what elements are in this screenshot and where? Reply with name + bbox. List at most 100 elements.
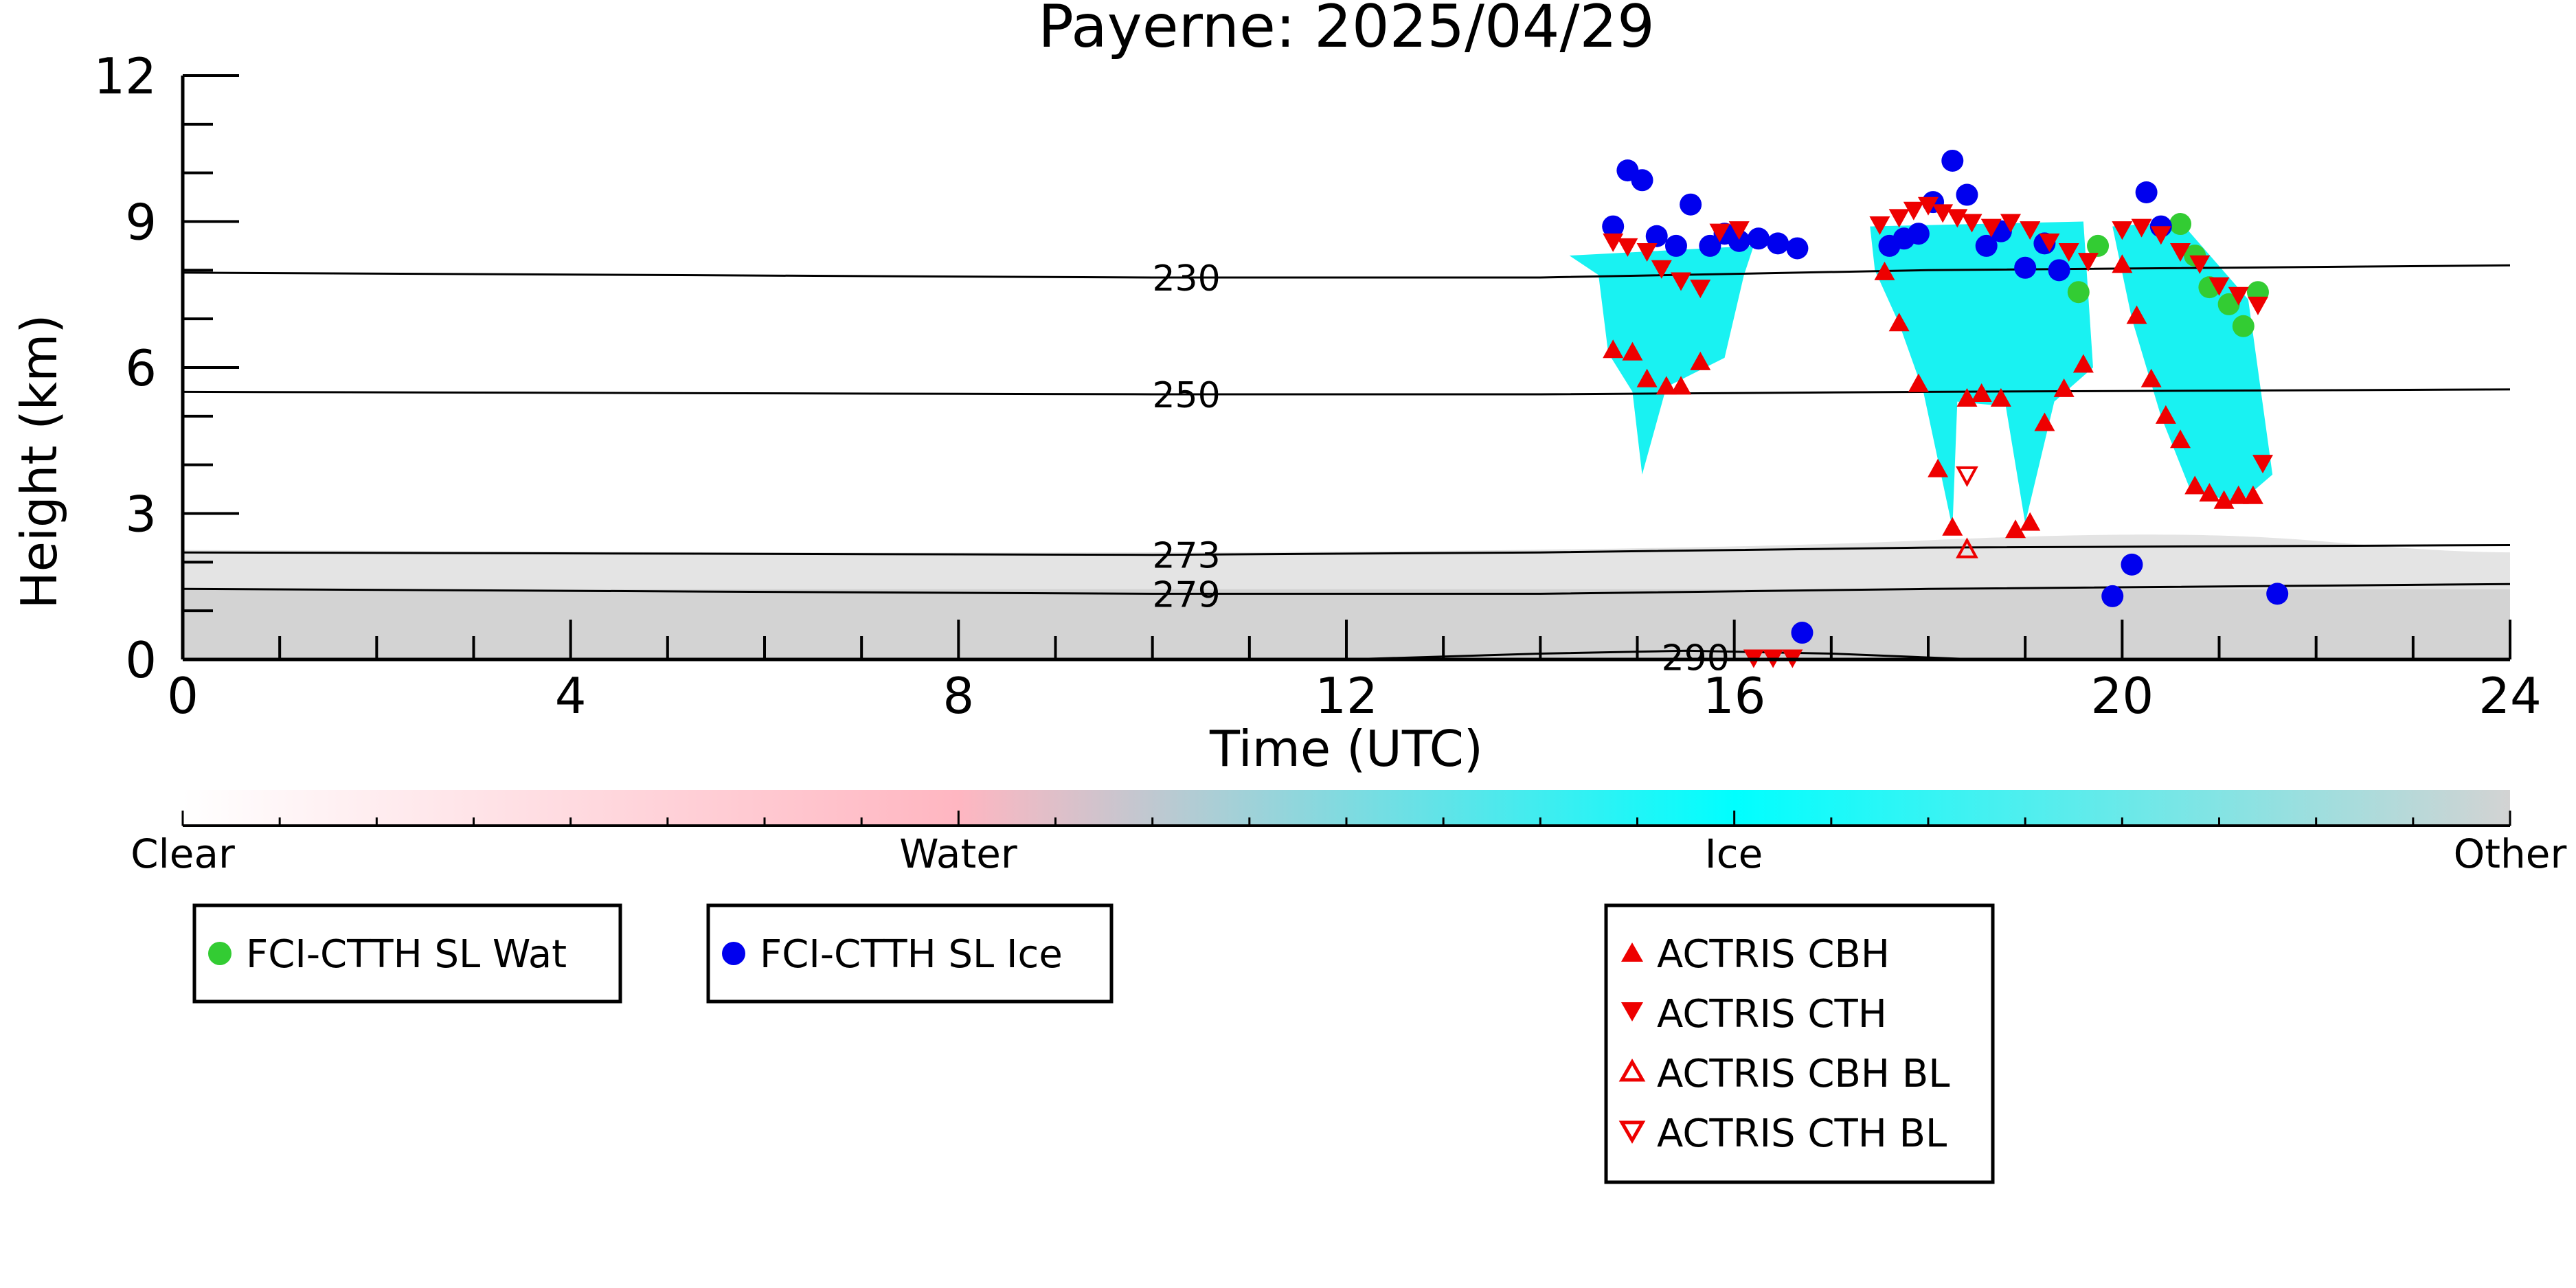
ice-cloud-region	[1569, 245, 1754, 475]
boundary-layer-speckle	[183, 534, 2510, 589]
marker-actris-cbh	[1656, 376, 1677, 395]
marker-actris-cbh	[1874, 261, 1895, 280]
marker-actris-cth	[1709, 223, 1730, 242]
x-axis-label: Time (UTC)	[1209, 720, 1483, 778]
marker-actris-cbh	[2199, 483, 2220, 502]
colorbar-label-other: Other	[2454, 831, 2567, 877]
marker-actris-cbh	[1603, 339, 1624, 359]
axes: 0 4 8 12 16 20 24 0 3 6 9 12	[93, 47, 2541, 725]
y-tick-label: 12	[93, 47, 157, 105]
marker-actris-cbh	[2184, 475, 2206, 495]
colorbar-label-clear: Clear	[131, 831, 235, 877]
marker-actris-cth	[2228, 286, 2249, 306]
marker-actris-cth	[1636, 243, 1658, 262]
y-tick-label: 3	[125, 486, 157, 543]
x-tick-label: 4	[555, 667, 587, 725]
marker-actris-cbh	[1888, 313, 1910, 332]
marker-actris-cbh	[1971, 383, 1992, 402]
marker-actris-cth	[2058, 243, 2079, 262]
legend-ice-box: FCI-CTTH SL Ice	[706, 903, 1114, 1004]
marker-actris-cbh	[2126, 305, 2147, 324]
marker-actris-cbh	[2155, 405, 2176, 424]
marker-actris-cth	[2189, 255, 2211, 274]
marker-actris-cbh	[2072, 354, 2094, 373]
marker-actris-cbh	[1956, 388, 1978, 407]
marker-actris-cth	[1603, 233, 1624, 252]
marker-actris-cth	[1961, 214, 1982, 233]
marker-fci-ctth-sl-ice	[1699, 234, 1721, 257]
marker-actris-cbh	[2005, 519, 2026, 539]
marker-fci-ctth-sl-ice	[1956, 183, 1978, 206]
legend-frame	[1604, 903, 1995, 1184]
marker-actris-cth	[2208, 277, 2230, 296]
isotherm-line-279	[182, 583, 2511, 595]
marker-actris-cth	[1671, 272, 1692, 291]
isotherm-label-279: 279	[1152, 574, 1220, 615]
marker-fci-ctth-sl-ice	[1786, 237, 1809, 260]
legend-label-cth-bl: ACTRIS CTH BL	[1657, 1111, 1947, 1156]
marker-fci-ctth-sl-ice	[1728, 229, 1750, 252]
marker-actris-cbh	[2053, 378, 2075, 397]
legend-label-cbh-bl: ACTRIS CBH BL	[1657, 1052, 1950, 1096]
marker-fci-ctth-sl-ice	[1975, 234, 1998, 257]
cloud-phase-colorbar: Clear Water Ice Other	[131, 790, 2566, 877]
x-tick-label: 24	[2478, 667, 2542, 725]
marker-actris-cth	[1980, 218, 2002, 238]
legend-water-box: FCI-CTTH SL Wat	[192, 903, 622, 1004]
x-tick-label: 16	[1703, 667, 1766, 725]
marker-actris-cbh	[1942, 517, 1963, 536]
legend-label-cth: ACTRIS CTH	[1657, 992, 1887, 1037]
x-tick-label: 12	[1315, 667, 1378, 725]
marker-fci-ctth-sl-ice	[1907, 223, 1930, 245]
marker-actris-cth	[1918, 196, 1939, 216]
marker-fci-ctth-sl-wat	[2169, 213, 2192, 236]
legend-marker-cbh	[1621, 942, 1643, 962]
marker-actris-cbh	[2140, 368, 2162, 387]
x-tick-label: 20	[2091, 667, 2154, 725]
y-tick-label: 9	[125, 194, 157, 251]
marker-actris-cbh	[2112, 254, 2133, 273]
marker-actris-cth	[1651, 260, 1672, 279]
marker-actris-cbh	[1990, 388, 2011, 407]
marker-fci-ctth-sl-ice	[2101, 585, 2124, 607]
marker-actris-cth	[1728, 221, 1750, 240]
legend-marker-cth-bl	[1618, 1120, 1646, 1144]
marker-actris-cth	[1903, 201, 1924, 221]
legend-marker-cbh-bl	[1618, 1058, 1646, 1082]
marker-actris-cth	[2247, 296, 2268, 315]
legend-label-wat: FCI-CTTH SL Wat	[246, 932, 567, 977]
y-tick-label: 6	[125, 339, 157, 397]
legend-marker-cth	[1621, 1002, 1643, 1021]
marker-actris-cth	[2077, 253, 2099, 272]
marker-fci-ctth-sl-ice	[2048, 259, 2070, 282]
marker-actris-cbh	[2242, 485, 2263, 504]
marker-actris-cbh-bl	[1956, 537, 1978, 558]
marker-actris-cth	[2131, 218, 2152, 238]
marker-fci-ctth-sl-wat	[2232, 315, 2255, 337]
marker-actris-cbh	[1928, 458, 1949, 477]
marker-fci-ctth-sl-ice	[1791, 622, 1814, 644]
marker-actris-cbh	[1690, 351, 1711, 370]
isotherm-line-273	[182, 544, 2511, 556]
marker-actris-cth	[1617, 238, 1638, 257]
marker-actris-cth-bl	[1956, 466, 1978, 488]
x-tick-label: 0	[167, 667, 199, 725]
chart-title: Payerne: 2025/04/29	[1038, 0, 1655, 61]
legend-label-ice: FCI-CTTH SL Ice	[760, 932, 1063, 977]
marker-fci-ctth-sl-ice	[1680, 193, 1702, 216]
marker-actris-cth	[1932, 204, 1954, 223]
marker-fci-ctth-sl-wat	[2087, 234, 2110, 257]
marker-actris-cbh	[1671, 376, 1692, 395]
ice-cloud-region	[1870, 221, 2093, 528]
isotherm-label-230: 230	[1152, 258, 1220, 300]
marker-fci-ctth-sl-ice	[1631, 169, 1653, 192]
marker-fci-ctth-sl-ice	[2266, 583, 2289, 605]
marker-actris-cbh	[2034, 412, 2055, 431]
marker-actris-cth	[2112, 221, 2133, 240]
isotherm-line-290	[1346, 649, 1977, 661]
legend-frame	[706, 903, 1114, 1004]
marker-actris-cth	[1947, 209, 1968, 228]
marker-actris-cth	[2150, 226, 2171, 245]
